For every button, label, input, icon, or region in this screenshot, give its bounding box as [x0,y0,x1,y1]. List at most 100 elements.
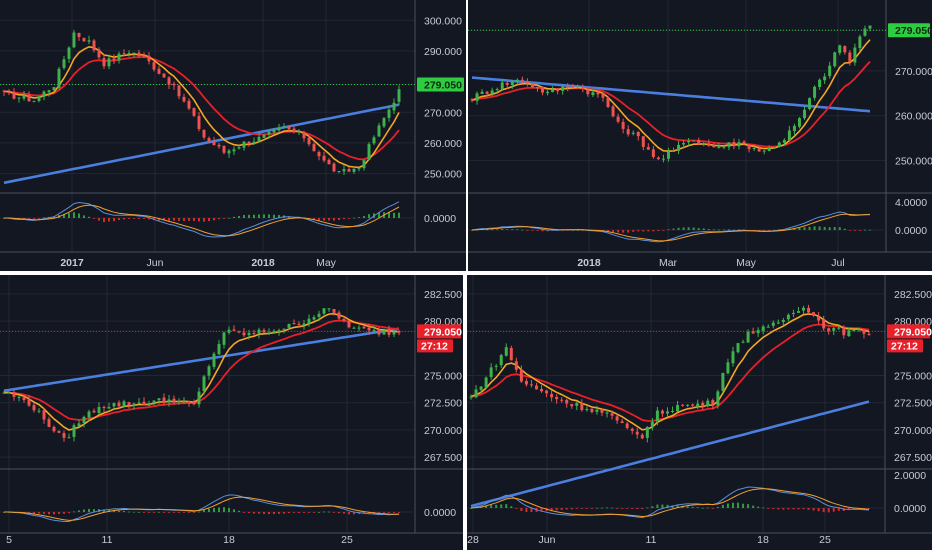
candle-body [372,330,376,332]
candle-body [711,400,715,406]
macd-bar [636,508,639,509]
candle-body [560,399,564,401]
macd-bar [667,229,670,231]
candle-body [630,428,634,431]
candle-body [87,411,91,418]
macd-bar [333,512,335,513]
macd-bar [263,214,265,218]
macd-bar [243,214,245,218]
candle-body [242,332,246,336]
macd-bar [248,214,250,218]
macd-bar [511,229,514,231]
candle-body [187,100,191,109]
macd-bar [278,512,280,514]
macd-bar [837,508,840,511]
macd-bar [53,512,55,515]
candle-body [27,399,31,406]
candle-body [838,45,842,53]
macd-bar [641,508,644,510]
macd-bar [647,230,650,232]
macd-bar [393,512,395,513]
candle-body [127,402,131,406]
macd-bar [869,229,871,231]
candle-body [786,314,790,320]
macd-bar [163,512,165,513]
macd-line [470,486,870,519]
macd-bar [747,504,750,508]
macd-bar [268,512,270,515]
macd-bar [853,230,856,231]
macd-bar [68,213,70,218]
candle-body [2,392,6,394]
candle-body [212,141,216,146]
macd-bar [792,508,795,510]
macd-bar [293,512,295,513]
macd-bar [782,508,785,510]
macd-line [3,201,400,238]
candle-body [707,143,711,146]
candle-body [595,409,599,412]
candle-body [352,168,356,172]
candle-body [777,142,781,147]
candle-body [397,89,401,102]
macd-bar [496,229,499,231]
candle-body [535,385,538,390]
candle-body [342,318,346,321]
last-price-value: 279.050 [894,326,932,338]
candle-body [615,416,619,421]
macd-bar [546,230,549,232]
macd-bar [348,218,350,219]
macd-bar [832,508,835,512]
candle-body [102,406,106,408]
macd-bar [213,507,215,512]
candle-body [691,404,695,406]
macd-bar [585,508,588,509]
candle-body [692,140,696,142]
time-tick-label: 2018 [251,257,275,269]
candle-body [556,88,560,92]
candle-body [682,142,686,145]
candle-body [626,129,630,135]
macd-bar [378,212,380,218]
macd-bar [248,512,250,514]
macd-bar [606,507,609,509]
candle-body [207,366,211,376]
candles [470,25,872,163]
time-tick-label: 28 [467,534,479,546]
macd-bar [646,507,649,509]
candle-body [212,353,216,367]
candle-body [202,376,206,392]
macd-bar [616,508,619,509]
candle-body [187,401,191,403]
candle-body [132,52,136,54]
macd-bar [852,508,855,510]
candle-body [92,40,96,51]
candle-body [802,307,805,311]
candle-body [112,58,116,61]
macd-bar [153,512,155,513]
macd-bar [696,507,699,509]
candle-body [107,58,111,67]
macd-bar [328,218,330,221]
macd-line [471,211,871,243]
macd-bar [138,218,140,219]
candle-body [42,410,46,420]
macd-bar [343,512,345,514]
macd-bar [183,218,185,221]
candle-body [536,87,539,89]
candle-body [611,106,615,117]
candle-body [621,121,625,129]
candle-body [500,82,504,89]
candle-body [192,108,196,116]
candle-body [247,141,251,145]
macd-bar [263,512,265,514]
candle-body [302,323,306,326]
candle-body [545,390,549,394]
candle-body [272,129,276,133]
candle-body [581,86,585,90]
macd-bar [308,512,310,513]
macd-bar [732,229,735,231]
macd-bar [626,508,629,509]
candle-body [655,410,659,422]
candle-body [812,312,816,316]
